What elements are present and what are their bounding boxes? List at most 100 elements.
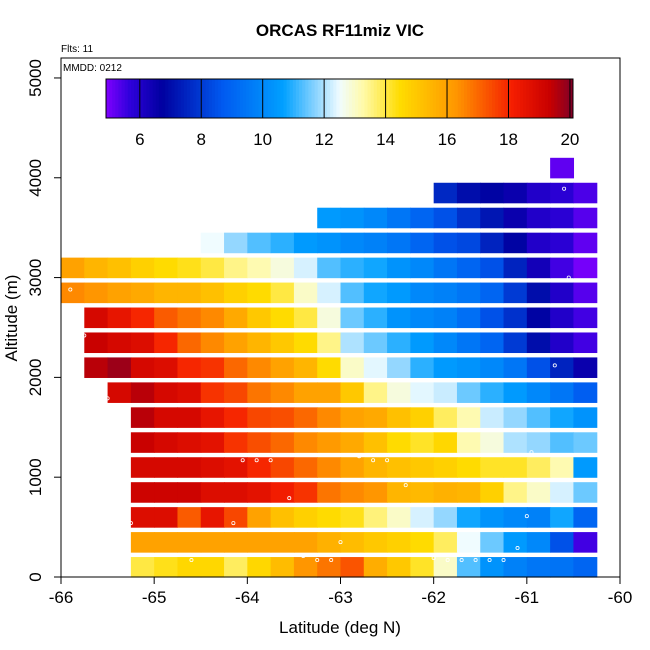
heatmap-cell [573, 532, 598, 553]
colorbar-segment [451, 79, 456, 118]
colorbar-segment [214, 79, 219, 118]
heatmap-cell [130, 332, 155, 354]
colorbar-segment [467, 79, 471, 118]
heatmap-cell [317, 332, 342, 354]
colorbar-segment [308, 79, 312, 118]
heatmap-cell [387, 482, 411, 503]
heatmap-cell [130, 557, 155, 578]
heatmap-cell [433, 357, 458, 378]
colorbar-segment [460, 79, 465, 118]
heatmap-cell [363, 382, 388, 403]
heatmap-cell [270, 307, 295, 329]
heatmap-cell [340, 482, 365, 503]
heatmap-cell [317, 532, 342, 553]
heatmap-cell [293, 457, 318, 478]
colorbar-segment [112, 79, 116, 118]
heatmap-cell [247, 382, 272, 403]
heatmap-cell [200, 482, 225, 503]
heatmap-cell [456, 257, 481, 279]
heatmap-cell [154, 332, 179, 354]
heatmap-cell [247, 307, 272, 329]
colorbar-segment [174, 79, 179, 118]
flight-point [431, 556, 436, 561]
heatmap-cell [270, 532, 295, 553]
heatmap-cell [387, 207, 411, 229]
heatmap-cell [456, 432, 481, 453]
colorbar-segment [569, 79, 574, 118]
colorbar-segment [464, 79, 468, 118]
heatmap-cell [503, 457, 528, 478]
heatmap-cell [154, 382, 179, 403]
heatmap-cell [270, 507, 295, 528]
colorbar-segment [470, 79, 474, 118]
heatmap-cell [247, 407, 272, 428]
heatmap-cell [573, 207, 598, 229]
heatmap-cell [480, 232, 505, 254]
colorbar-segment [510, 79, 515, 118]
heatmap-cell [550, 182, 575, 204]
colorbar-tick-label: 20 [560, 130, 579, 149]
heatmap-cell [177, 282, 202, 304]
heatmap-cell [433, 382, 458, 403]
colorbar-segment [115, 79, 119, 118]
y-axis-title: Altitude (m) [2, 275, 21, 362]
colorbar-segment [165, 79, 169, 118]
colorbar-segment [208, 79, 213, 118]
colorbar-tick-label: 18 [499, 130, 518, 149]
colorbar-segment [417, 79, 421, 118]
colorbar-segment [292, 79, 297, 118]
heatmap-cell [247, 557, 272, 578]
heatmap-cell [550, 207, 575, 229]
heatmap-cell [200, 532, 225, 553]
heatmap-cell [84, 307, 109, 329]
colorbar-segment [566, 79, 571, 118]
heatmap-cell [363, 557, 388, 578]
heatmap-cell [293, 257, 318, 279]
heatmap-cell [550, 357, 575, 378]
heatmap-cell [363, 432, 388, 453]
heatmap-cell [363, 357, 388, 378]
colorbar-segment [320, 79, 325, 118]
heatmap-cell [200, 332, 225, 354]
heatmap-cell [154, 457, 179, 478]
heatmap-cell [177, 457, 202, 478]
colorbar-segment [361, 79, 365, 118]
heatmap-cell [177, 382, 202, 403]
colorbar-segment [516, 79, 521, 118]
colorbar-tick-label: 16 [438, 130, 457, 149]
x-tick-label: -61 [515, 588, 540, 607]
heatmap-cell [247, 282, 272, 304]
heatmap-cell [456, 332, 481, 354]
colorbar-segment [426, 79, 431, 118]
colorbar-segment [277, 79, 281, 118]
heatmap-cell [387, 257, 411, 279]
colorbar-segment [224, 79, 228, 118]
colorbar-segment [432, 79, 437, 118]
heatmap-cell [573, 182, 598, 204]
heatmap-cell [573, 382, 598, 403]
colorbar-segment [196, 79, 200, 118]
heatmap-cell [177, 557, 202, 578]
heatmap-cell [154, 557, 179, 578]
flight-point [315, 558, 320, 563]
heatmap-cell [247, 482, 272, 503]
colorbar-segment [124, 79, 129, 118]
colorbar-segment [127, 79, 132, 118]
heatmap-cell [154, 482, 179, 503]
colorbar-segment [339, 79, 344, 118]
heatmap-cell [363, 282, 388, 304]
heatmap-cell [480, 507, 505, 528]
heatmap-cell [503, 232, 528, 254]
colorbar-segment [239, 79, 244, 118]
colorbar-segment [330, 79, 334, 118]
heatmap-cell [433, 482, 458, 503]
colorbar-segment [186, 79, 191, 118]
colorbar-segment [423, 79, 428, 118]
colorbar-segment [336, 79, 340, 118]
heatmap-cell [573, 257, 598, 279]
heatmap-cell [293, 532, 318, 553]
heatmap-cell [177, 532, 202, 553]
heatmap-cell [270, 482, 295, 503]
heatmap-cell [387, 532, 411, 553]
heatmap-cell [480, 332, 505, 354]
